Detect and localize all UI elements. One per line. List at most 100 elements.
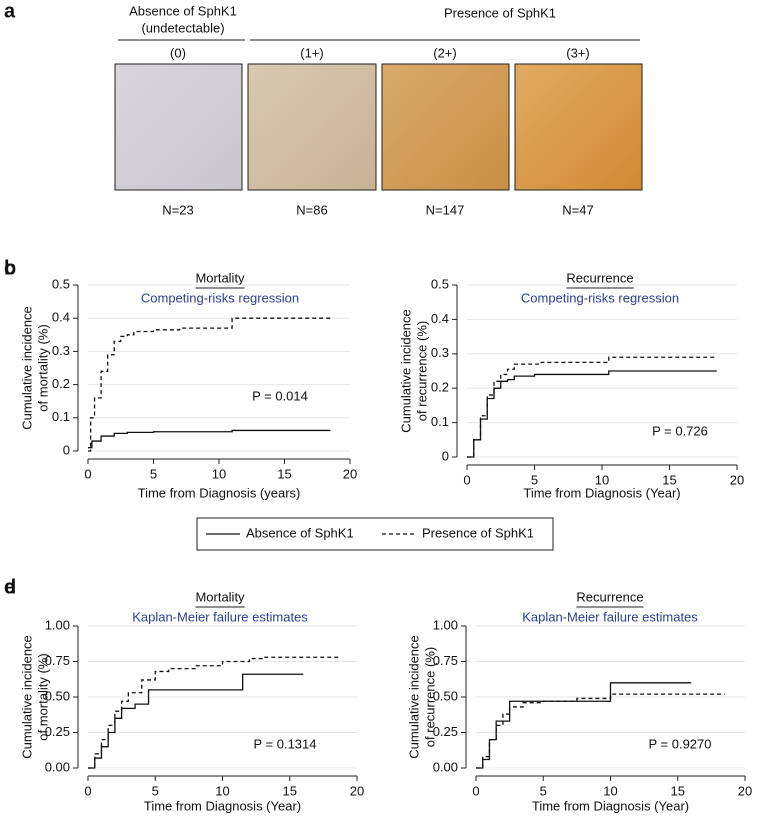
micrograph xyxy=(381,63,510,191)
y-tick-label: 1.00 xyxy=(433,617,458,632)
p-value: P = 0.1314 xyxy=(253,736,316,751)
x-axis-label: Time from Diagnosis (Year) xyxy=(532,798,689,813)
chart: d Mortality Kaplan-Meier failure estimates… xyxy=(4,576,364,813)
panel-label: a xyxy=(4,0,16,22)
y-axis-label: of mortality (%) xyxy=(35,324,50,411)
y-tick-label: 0 xyxy=(63,442,70,457)
legend-entry: Absence of SphK1 xyxy=(246,525,354,540)
y-tick-label: 0.25 xyxy=(433,724,458,739)
x-tick-label: 10 xyxy=(595,472,609,487)
y-tick-label: 0 xyxy=(442,448,449,463)
p-value: P = 0.9270 xyxy=(648,736,711,751)
x-tick-label: 15 xyxy=(662,472,676,487)
y-tick-label: 0.1 xyxy=(431,414,449,429)
y-axis-label: of mortality (%) xyxy=(35,653,50,740)
km-curve xyxy=(88,317,331,452)
y-tick-label: 0.50 xyxy=(45,688,70,703)
chart: c Recurrence Competing-risks regression 0 0.… xyxy=(4,257,744,500)
y-axis-label: Cumulative incidence xyxy=(19,635,34,759)
chart-title: Recurrence xyxy=(576,589,643,604)
y-axis-label: Cumulative incidence xyxy=(19,306,34,430)
x-tick-label: 20 xyxy=(738,783,752,798)
x-axis-label: Time from Diagnosis (years) xyxy=(138,485,301,500)
count-label: N=23 xyxy=(162,202,193,217)
panel-label: b xyxy=(4,257,16,279)
y-tick-label: 0.75 xyxy=(45,653,70,668)
chart-subtitle: Kaplan-Meier failure estimates xyxy=(522,609,698,624)
km-curve xyxy=(88,656,340,769)
micrograph xyxy=(247,63,377,191)
p-value: P = 0.726 xyxy=(652,423,708,438)
y-axis-label: of recurrence (%) xyxy=(422,647,437,747)
score-label: (3+) xyxy=(566,45,589,60)
x-tick-label: 20 xyxy=(350,783,364,798)
count-label: N=47 xyxy=(562,202,593,217)
chart-subtitle: Kaplan-Meier failure estimates xyxy=(132,609,308,624)
y-axis-label: Cumulative incidence xyxy=(398,309,413,433)
x-tick-label: 0 xyxy=(472,783,479,798)
km-curve xyxy=(88,429,331,449)
y-tick-label: 0.3 xyxy=(431,345,449,360)
panel-label: c xyxy=(4,257,15,279)
x-axis-label: Time from Diagnosis (Year) xyxy=(523,485,680,500)
score-label: (0) xyxy=(170,45,186,60)
x-tick-label: 20 xyxy=(730,472,744,487)
y-tick-label: 0.1 xyxy=(52,409,70,424)
km-curve xyxy=(476,682,692,769)
km-curve xyxy=(467,356,717,458)
score-label: (2+) xyxy=(433,45,456,60)
x-tick-label: 15 xyxy=(277,466,291,481)
panel-label: d xyxy=(4,576,16,598)
km-curve xyxy=(467,370,717,458)
chart-title: Recurrence xyxy=(566,270,633,285)
y-tick-label: 0.75 xyxy=(433,653,458,668)
x-tick-label: 0 xyxy=(84,783,91,798)
y-tick-label: 0.2 xyxy=(431,380,449,395)
score-label: (1+) xyxy=(300,45,323,60)
x-tick-label: 5 xyxy=(540,783,547,798)
x-axis-label: Time from Diagnosis (Year) xyxy=(144,798,301,813)
x-tick-label: 15 xyxy=(283,783,297,798)
micrograph xyxy=(114,63,243,191)
chart: e Recurrence Kaplan-Meier failure estimate… xyxy=(4,576,752,813)
panel-label: e xyxy=(4,576,15,598)
km-curve xyxy=(476,693,725,769)
y-tick-label: 0.5 xyxy=(431,276,449,291)
x-tick-label: 5 xyxy=(152,783,159,798)
y-axis-label: Cumulative incidence xyxy=(406,635,421,759)
count-label: N=147 xyxy=(426,202,465,217)
chart-subtitle: Competing-risks regression xyxy=(521,290,679,305)
x-tick-label: 0 xyxy=(84,466,91,481)
x-tick-label: 5 xyxy=(150,466,157,481)
micrograph xyxy=(514,63,643,191)
legend-entry: Presence of SphK1 xyxy=(422,525,534,540)
chart: b Mortality Competing-risks regression 0 0.1… xyxy=(4,257,357,500)
group-title: Presence of SphK1 xyxy=(444,5,556,20)
legend: Absence of SphK1 Presence of SphK1 xyxy=(196,517,554,551)
x-tick-label: 10 xyxy=(215,783,229,798)
x-tick-label: 10 xyxy=(212,466,226,481)
y-tick-label: 0.5 xyxy=(52,276,70,291)
y-tick-label: 0.2 xyxy=(52,376,70,391)
x-tick-label: 15 xyxy=(671,783,685,798)
y-tick-label: 1.00 xyxy=(45,617,70,632)
y-tick-label: 0.4 xyxy=(52,310,70,325)
x-tick-label: 0 xyxy=(463,472,470,487)
x-tick-label: 5 xyxy=(531,472,538,487)
y-tick-label: 0.25 xyxy=(45,724,70,739)
group-title: (undetectable) xyxy=(141,20,224,35)
y-tick-label: 0.00 xyxy=(433,759,458,774)
y-tick-label: 0.3 xyxy=(52,343,70,358)
chart-title: Mortality xyxy=(195,589,245,604)
x-tick-label: 10 xyxy=(603,783,617,798)
y-axis-label: of recurrence (%) xyxy=(414,321,429,421)
chart-subtitle: Competing-risks regression xyxy=(141,290,299,305)
y-tick-label: 0.4 xyxy=(431,311,449,326)
group-title: Absence of SphK1 xyxy=(129,3,237,18)
count-label: N=86 xyxy=(296,202,327,217)
km-curve xyxy=(88,673,304,769)
x-tick-label: 20 xyxy=(343,466,357,481)
chart-title: Mortality xyxy=(195,270,245,285)
p-value: P = 0.014 xyxy=(252,388,308,403)
